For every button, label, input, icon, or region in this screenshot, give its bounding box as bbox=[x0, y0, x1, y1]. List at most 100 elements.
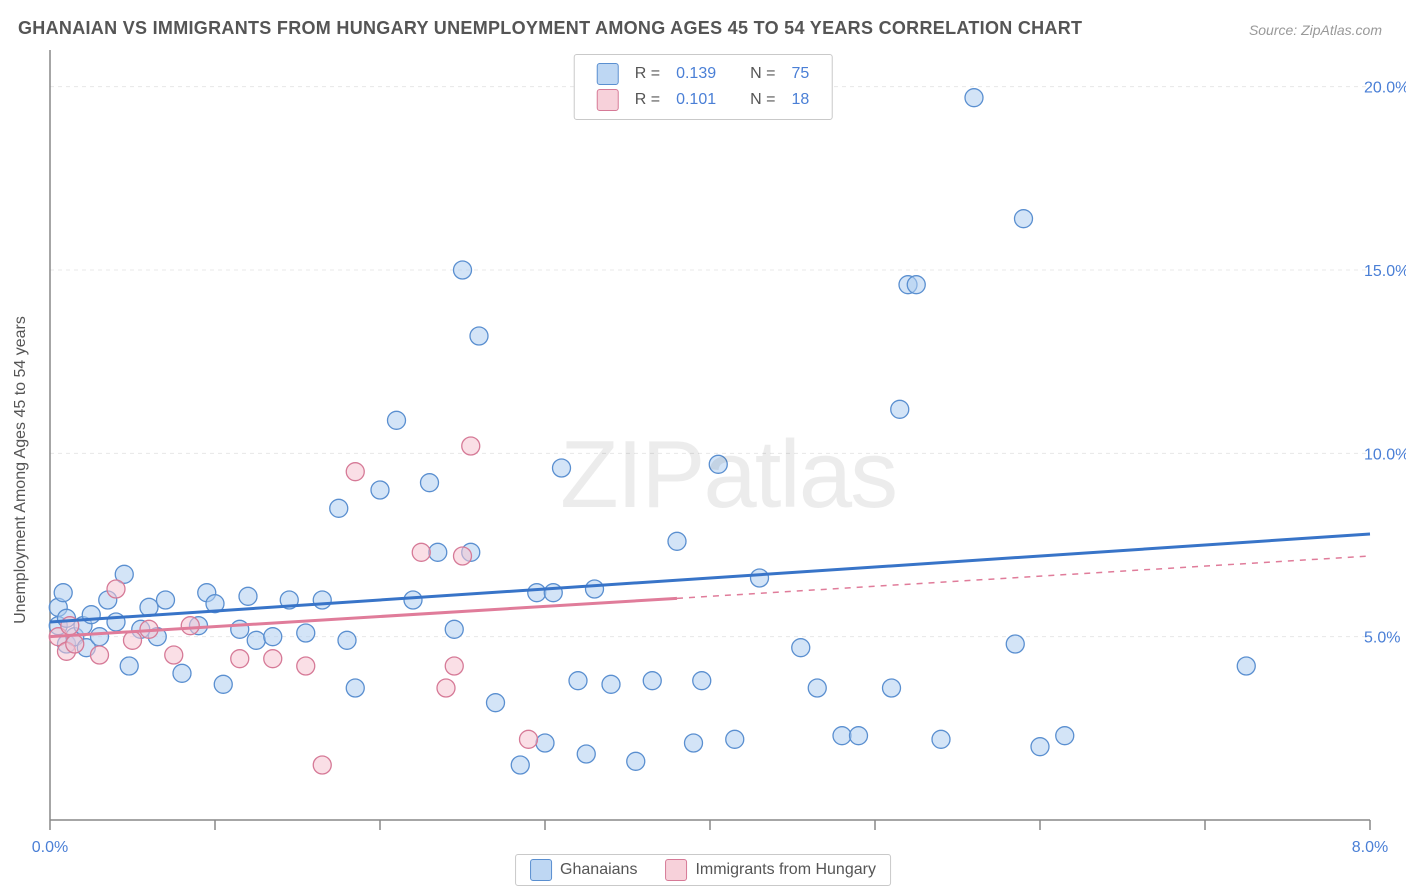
data-point bbox=[462, 437, 480, 455]
data-point bbox=[602, 675, 620, 693]
data-point bbox=[850, 727, 868, 745]
chart-container: Unemployment Among Ages 45 to 54 years 0… bbox=[0, 50, 1406, 892]
data-point bbox=[421, 474, 439, 492]
swatch-hungary-icon bbox=[665, 859, 687, 881]
data-point bbox=[454, 261, 472, 279]
data-point bbox=[726, 730, 744, 748]
data-point bbox=[553, 459, 571, 477]
data-point bbox=[346, 463, 364, 481]
y-axis-label: Unemployment Among Ages 45 to 54 years bbox=[12, 316, 30, 624]
r-value: 0.101 bbox=[668, 87, 724, 113]
data-point bbox=[668, 532, 686, 550]
data-point bbox=[214, 675, 232, 693]
swatch-hungary-icon bbox=[597, 89, 619, 111]
svg-text:20.0%: 20.0% bbox=[1364, 80, 1406, 97]
data-point bbox=[520, 730, 538, 748]
data-point bbox=[891, 400, 909, 418]
data-point bbox=[313, 756, 331, 774]
data-point bbox=[157, 591, 175, 609]
data-point bbox=[297, 657, 315, 675]
data-point bbox=[231, 650, 249, 668]
n-value: 18 bbox=[783, 87, 817, 113]
regression-line-ghanaians bbox=[50, 534, 1370, 622]
stat-row: R = 0.139 N = 75 bbox=[589, 61, 818, 87]
data-point bbox=[445, 657, 463, 675]
data-point bbox=[586, 580, 604, 598]
data-point bbox=[330, 499, 348, 517]
data-point bbox=[429, 543, 447, 561]
swatch-ghanaians-icon bbox=[597, 63, 619, 85]
data-point bbox=[577, 745, 595, 763]
r-value: 0.139 bbox=[668, 61, 724, 87]
legend: Ghanaians Immigrants from Hungary bbox=[515, 854, 891, 886]
data-point bbox=[231, 620, 249, 638]
data-point bbox=[445, 620, 463, 638]
n-label: N = bbox=[742, 87, 783, 113]
legend-item-hungary: Immigrants from Hungary bbox=[665, 859, 876, 881]
svg-text:15.0%: 15.0% bbox=[1364, 263, 1406, 280]
data-point bbox=[239, 587, 257, 605]
data-point bbox=[528, 584, 546, 602]
data-point bbox=[1056, 727, 1074, 745]
data-point bbox=[120, 657, 138, 675]
data-point bbox=[511, 756, 529, 774]
data-point bbox=[346, 679, 364, 697]
data-point bbox=[264, 650, 282, 668]
data-point bbox=[544, 584, 562, 602]
r-label: R = bbox=[627, 87, 668, 113]
data-point bbox=[371, 481, 389, 499]
data-point bbox=[1031, 738, 1049, 756]
data-point bbox=[313, 591, 331, 609]
data-point bbox=[536, 734, 554, 752]
data-point bbox=[338, 631, 356, 649]
data-point bbox=[643, 672, 661, 690]
data-point bbox=[965, 89, 983, 107]
data-point bbox=[907, 276, 925, 294]
data-point bbox=[693, 672, 711, 690]
source-attribution: Source: ZipAtlas.com bbox=[1249, 22, 1382, 38]
svg-text:0.0%: 0.0% bbox=[32, 839, 68, 856]
data-point bbox=[181, 617, 199, 635]
data-point bbox=[247, 631, 265, 649]
legend-item-ghanaians: Ghanaians bbox=[530, 859, 637, 881]
chart-title: GHANAIAN VS IMMIGRANTS FROM HUNGARY UNEM… bbox=[18, 18, 1082, 39]
scatter-plot: 0.0%8.0%5.0%10.0%15.0%20.0% bbox=[0, 50, 1406, 892]
n-value: 75 bbox=[783, 61, 817, 87]
data-point bbox=[627, 752, 645, 770]
data-point bbox=[264, 628, 282, 646]
data-point bbox=[404, 591, 422, 609]
legend-label: Ghanaians bbox=[560, 861, 637, 879]
data-point bbox=[883, 679, 901, 697]
data-point bbox=[1015, 210, 1033, 228]
data-point bbox=[569, 672, 587, 690]
data-point bbox=[91, 628, 109, 646]
data-point bbox=[709, 455, 727, 473]
data-point bbox=[66, 635, 84, 653]
data-point bbox=[833, 727, 851, 745]
data-point bbox=[470, 327, 488, 345]
data-point bbox=[454, 547, 472, 565]
n-label: N = bbox=[742, 61, 783, 87]
data-point bbox=[808, 679, 826, 697]
data-point bbox=[487, 694, 505, 712]
r-label: R = bbox=[627, 61, 668, 87]
data-point bbox=[124, 631, 142, 649]
data-point bbox=[751, 569, 769, 587]
data-point bbox=[412, 543, 430, 561]
data-point bbox=[1237, 657, 1255, 675]
data-point bbox=[54, 584, 72, 602]
data-point bbox=[932, 730, 950, 748]
svg-text:5.0%: 5.0% bbox=[1364, 630, 1400, 647]
data-point bbox=[173, 664, 191, 682]
legend-label: Immigrants from Hungary bbox=[695, 861, 876, 879]
svg-text:8.0%: 8.0% bbox=[1352, 839, 1388, 856]
swatch-ghanaians-icon bbox=[530, 859, 552, 881]
data-point bbox=[388, 411, 406, 429]
data-point bbox=[437, 679, 455, 697]
data-point bbox=[91, 646, 109, 664]
regression-line-hungary-extrapolated bbox=[677, 556, 1370, 598]
data-point bbox=[107, 580, 125, 598]
data-point bbox=[1006, 635, 1024, 653]
stat-row: R = 0.101 N = 18 bbox=[589, 87, 818, 113]
correlation-stat-box: R = 0.139 N = 75 R = 0.101 N = 18 bbox=[574, 54, 833, 120]
